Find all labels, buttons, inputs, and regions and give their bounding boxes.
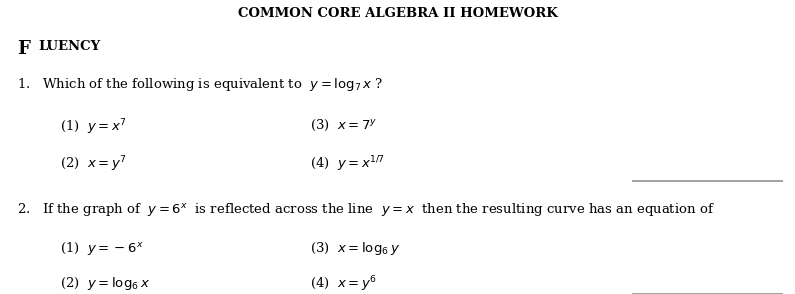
Text: (2)  $y = \log_6 x$: (2) $y = \log_6 x$ [60, 275, 149, 292]
Text: LUENCY: LUENCY [38, 40, 100, 53]
Text: 1.   Which of the following is equivalent to  $y = \log_7 x$ ?: 1. Which of the following is equivalent … [17, 76, 383, 93]
Text: (1)  $y = -6^x$: (1) $y = -6^x$ [60, 240, 143, 257]
Text: (3)  $x = 7^y$: (3) $x = 7^y$ [310, 118, 378, 133]
Text: 2.   If the graph of  $y = 6^x$  is reflected across the line  $y = x$  then the: 2. If the graph of $y = 6^x$ is reflecte… [17, 201, 716, 218]
Text: (2)  $x = y^7$: (2) $x = y^7$ [60, 154, 126, 174]
Text: (3)  $x = \log_6 y$: (3) $x = \log_6 y$ [310, 240, 400, 257]
Text: (4)  $y = x^{1/7}$: (4) $y = x^{1/7}$ [310, 154, 385, 174]
Text: (4)  $x = y^6$: (4) $x = y^6$ [310, 275, 377, 294]
Text: (1)  $y = x^7$: (1) $y = x^7$ [60, 118, 126, 137]
Text: COMMON CORE ALGEBRA II HOMEWORK: COMMON CORE ALGEBRA II HOMEWORK [238, 7, 557, 20]
Text: F: F [17, 40, 30, 58]
